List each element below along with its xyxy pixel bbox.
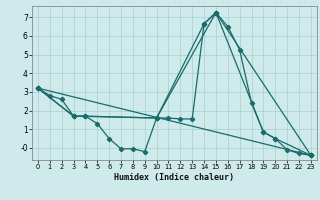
X-axis label: Humidex (Indice chaleur): Humidex (Indice chaleur): [115, 173, 234, 182]
